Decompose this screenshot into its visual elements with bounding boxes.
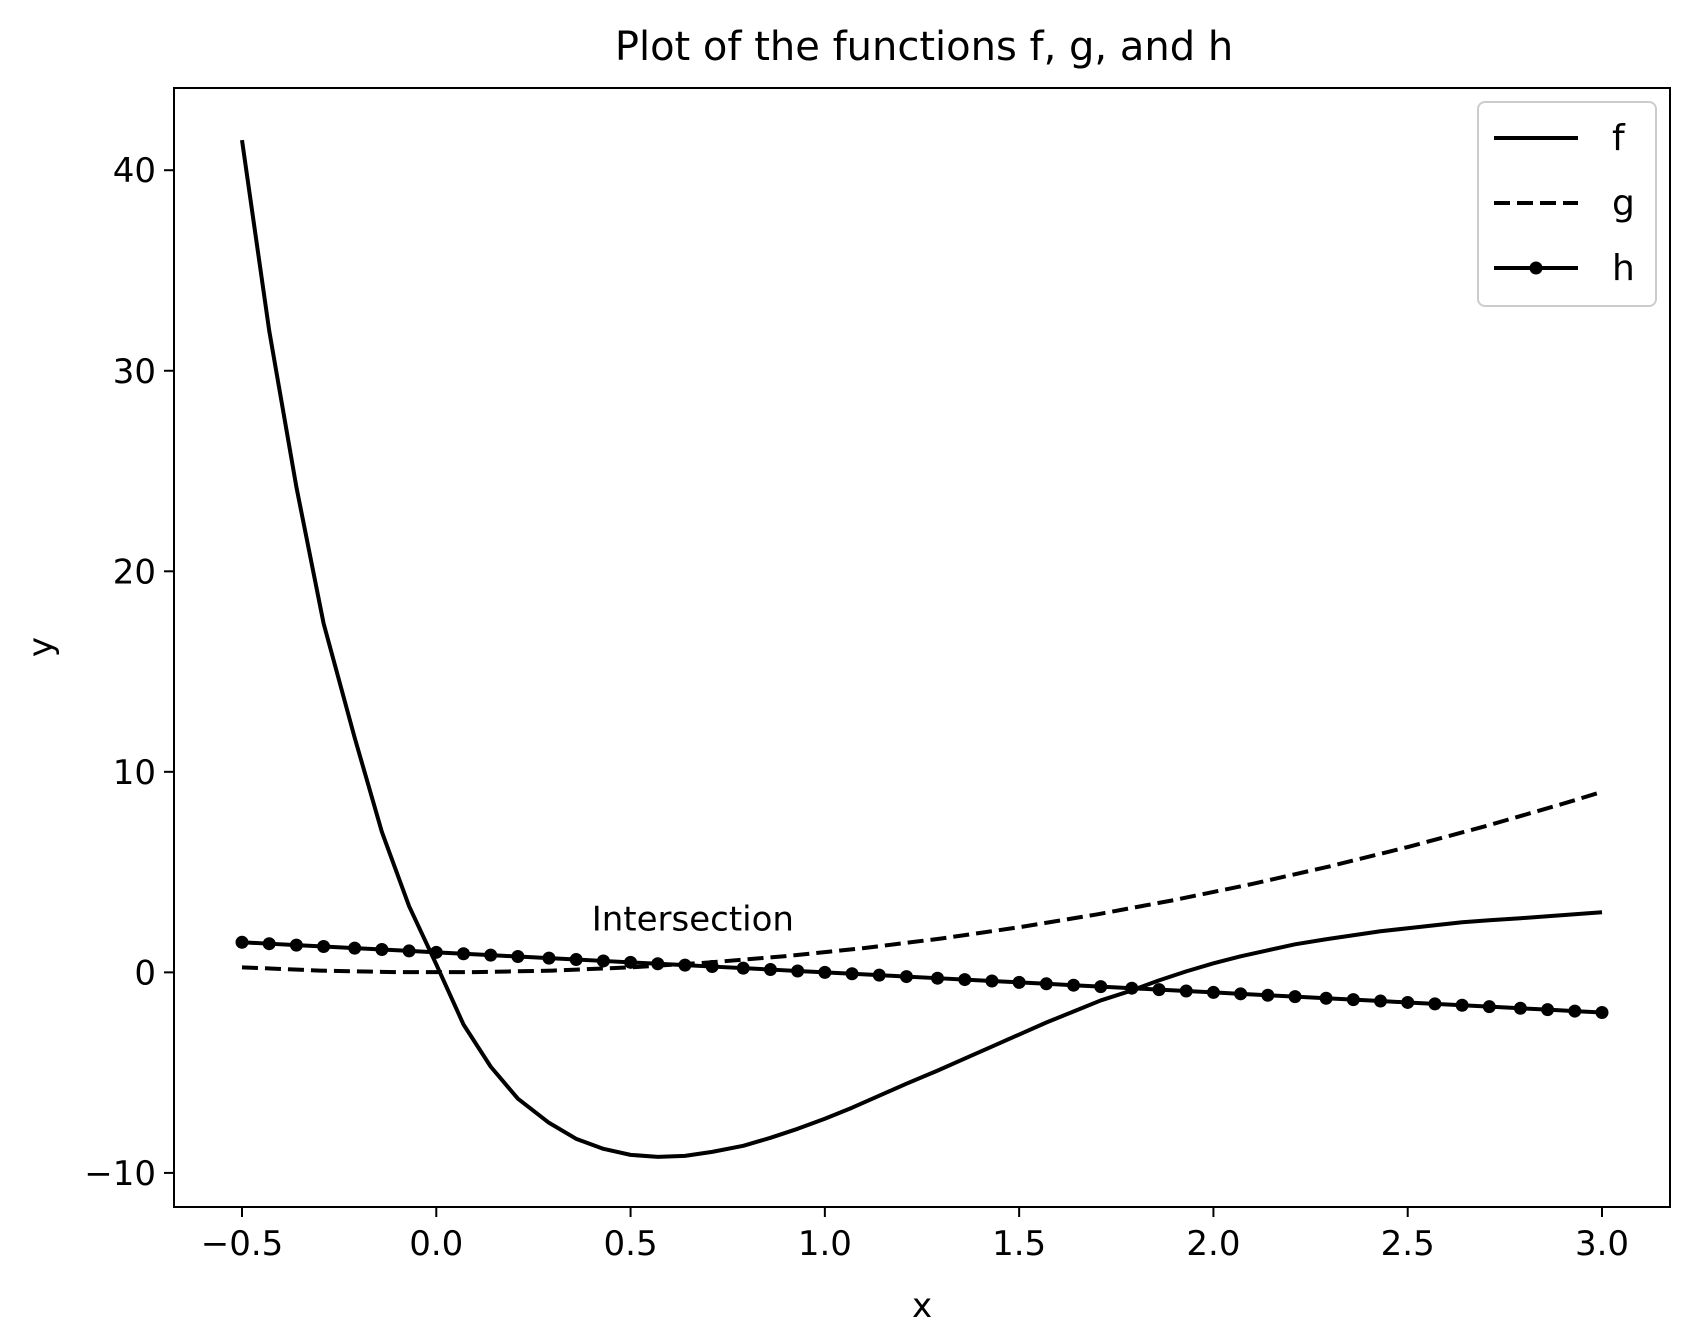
series-point-h: [651, 957, 665, 971]
y-axis: −10 0 10 20 30 40: [84, 151, 174, 1194]
series-point-h: [1482, 1000, 1496, 1014]
x-axis-label: x: [912, 1286, 932, 1326]
x-tick-label: −0.5: [201, 1224, 284, 1264]
y-tick-label: 10: [113, 753, 156, 793]
series-point-h: [958, 973, 972, 987]
series-point-h: [624, 955, 638, 969]
legend: fgh: [1477, 101, 1657, 307]
series-point-h: [1125, 981, 1139, 995]
x-tick-label: 1.5: [992, 1224, 1046, 1264]
series-point-h: [1541, 1003, 1555, 1017]
series-point-h: [542, 951, 556, 965]
series-point-h: [1319, 991, 1333, 1005]
series-point-h: [1595, 1005, 1609, 1019]
annotation-text: Intersection: [592, 899, 794, 939]
series-point-h: [402, 944, 416, 958]
y-axis-label: y: [21, 637, 61, 657]
series-point-h: [429, 945, 443, 959]
x-tick-label: 3.0: [1575, 1224, 1629, 1264]
series-line-f: [240, 139, 1603, 1159]
y-tick-label: 30: [113, 352, 156, 392]
series-line-g: [241, 789, 1603, 975]
series-point-h: [1179, 984, 1193, 998]
series-point-h: [484, 948, 498, 962]
series-point-h: [818, 965, 832, 979]
series-point-h: [375, 943, 389, 957]
series-point-h: [1374, 994, 1388, 1008]
series-point-h: [596, 954, 610, 968]
series-point-h: [1513, 1001, 1527, 1015]
y-tick-label: 40: [113, 151, 156, 191]
x-tick-label: 0.5: [604, 1224, 658, 1264]
series-point-h: [1346, 993, 1360, 1007]
series-point-h: [899, 970, 913, 984]
plot-series-group: [235, 139, 1609, 1159]
series-point-h: [1568, 1004, 1582, 1018]
series-point-h: [1234, 987, 1248, 1001]
plot-frame: [173, 87, 1671, 1208]
series-point-h: [872, 968, 886, 982]
legend-label-g: g: [1612, 183, 1635, 224]
annotations: Intersection: [592, 899, 794, 939]
x-tick-label: 2.0: [1186, 1224, 1240, 1264]
y-tick-label: −10: [84, 1154, 156, 1194]
series-point-h: [235, 935, 249, 949]
series-point-h: [569, 953, 583, 967]
series-point-h: [763, 963, 777, 977]
series-point-h: [1455, 998, 1469, 1012]
x-axis: −0.5 0.0 0.5 1.0 1.5 2.0 2.5 3.0: [201, 1207, 1629, 1264]
series-point-h: [678, 958, 692, 972]
chart-title: Plot of the functions f, g, and h: [615, 24, 1233, 70]
series-point-h: [511, 950, 525, 964]
legend-label-h: h: [1612, 248, 1635, 289]
series-point-h: [456, 947, 470, 961]
series-point-h: [1067, 978, 1081, 992]
series-point-h: [931, 971, 945, 985]
series-point-h: [317, 940, 331, 953]
series-point-h: [262, 937, 276, 951]
series-point-h: [348, 941, 362, 955]
series-point-h: [1288, 990, 1302, 1004]
series-point-h: [1428, 997, 1442, 1011]
series-point-h: [1094, 980, 1108, 994]
series-point-h: [1152, 983, 1166, 997]
series-point-h: [791, 964, 805, 978]
series-point-h: [705, 960, 719, 974]
series-point-h: [1401, 995, 1415, 1009]
y-tick-label: 0: [134, 953, 156, 993]
y-tick-label: 20: [113, 552, 156, 592]
series-point-h: [1012, 975, 1026, 989]
series-point-h: [845, 967, 859, 981]
series-point-h: [289, 938, 303, 952]
series-point-h: [1261, 988, 1275, 1002]
series-point-h: [985, 974, 999, 988]
series-point-h: [1039, 977, 1053, 991]
legend-marker-h: [1529, 261, 1543, 275]
legend-label-f: f: [1612, 118, 1626, 159]
series-point-h: [736, 961, 750, 975]
x-tick-label: 2.5: [1381, 1224, 1435, 1264]
x-tick-label: 1.0: [798, 1224, 852, 1264]
x-tick-label: 0.0: [409, 1224, 463, 1264]
series-point-h: [1206, 985, 1220, 999]
